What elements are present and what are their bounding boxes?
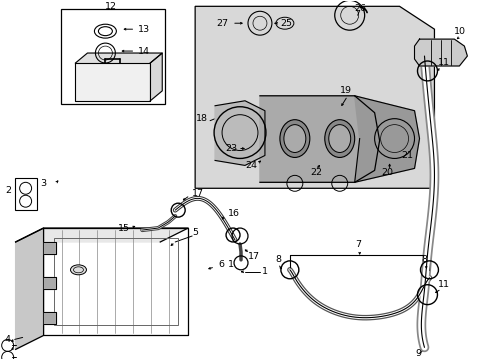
Text: 17: 17 <box>192 189 203 198</box>
Text: 17: 17 <box>247 252 260 261</box>
Text: 4: 4 <box>5 335 11 344</box>
Ellipse shape <box>324 120 354 157</box>
Text: 5: 5 <box>192 228 198 237</box>
Text: 23: 23 <box>224 144 237 153</box>
Text: 19: 19 <box>339 86 351 95</box>
Text: 21: 21 <box>401 151 413 160</box>
Text: 26: 26 <box>354 4 366 13</box>
Polygon shape <box>75 53 162 63</box>
Bar <box>61 9 165 104</box>
Text: 10: 10 <box>453 27 466 36</box>
Ellipse shape <box>70 265 86 275</box>
Polygon shape <box>43 311 56 324</box>
Polygon shape <box>354 96 419 182</box>
Ellipse shape <box>284 125 305 153</box>
Text: 15: 15 <box>118 224 130 233</box>
Text: 20: 20 <box>381 168 393 177</box>
Text: 7: 7 <box>355 240 361 249</box>
Text: 11: 11 <box>437 280 448 289</box>
Polygon shape <box>195 6 433 188</box>
Polygon shape <box>414 39 467 66</box>
Polygon shape <box>43 277 56 289</box>
Text: 6: 6 <box>218 260 224 269</box>
Polygon shape <box>43 228 188 336</box>
Text: 27: 27 <box>216 19 227 28</box>
Bar <box>53 238 178 325</box>
Polygon shape <box>215 101 264 165</box>
Text: 9: 9 <box>415 349 421 358</box>
Text: 18: 18 <box>196 114 208 123</box>
Text: 8: 8 <box>421 255 427 264</box>
Text: 1: 1 <box>262 267 267 276</box>
Ellipse shape <box>279 120 309 157</box>
Text: 12: 12 <box>105 2 117 11</box>
Bar <box>15 178 37 210</box>
Polygon shape <box>16 228 43 349</box>
Text: 16: 16 <box>227 209 240 218</box>
Text: 3: 3 <box>41 179 47 188</box>
Text: 22: 22 <box>309 168 321 177</box>
Polygon shape <box>150 53 162 101</box>
Text: 14: 14 <box>138 46 150 55</box>
Text: 8: 8 <box>274 255 280 264</box>
Text: 24: 24 <box>244 161 257 170</box>
Text: 2: 2 <box>6 186 12 195</box>
Text: 25: 25 <box>279 19 291 28</box>
Text: 1: 1 <box>227 260 234 269</box>
Polygon shape <box>43 242 56 254</box>
Polygon shape <box>260 96 379 182</box>
Ellipse shape <box>328 125 350 153</box>
Polygon shape <box>16 228 188 242</box>
Text: 11: 11 <box>437 58 448 67</box>
Polygon shape <box>75 63 150 101</box>
Text: 13: 13 <box>138 25 150 34</box>
